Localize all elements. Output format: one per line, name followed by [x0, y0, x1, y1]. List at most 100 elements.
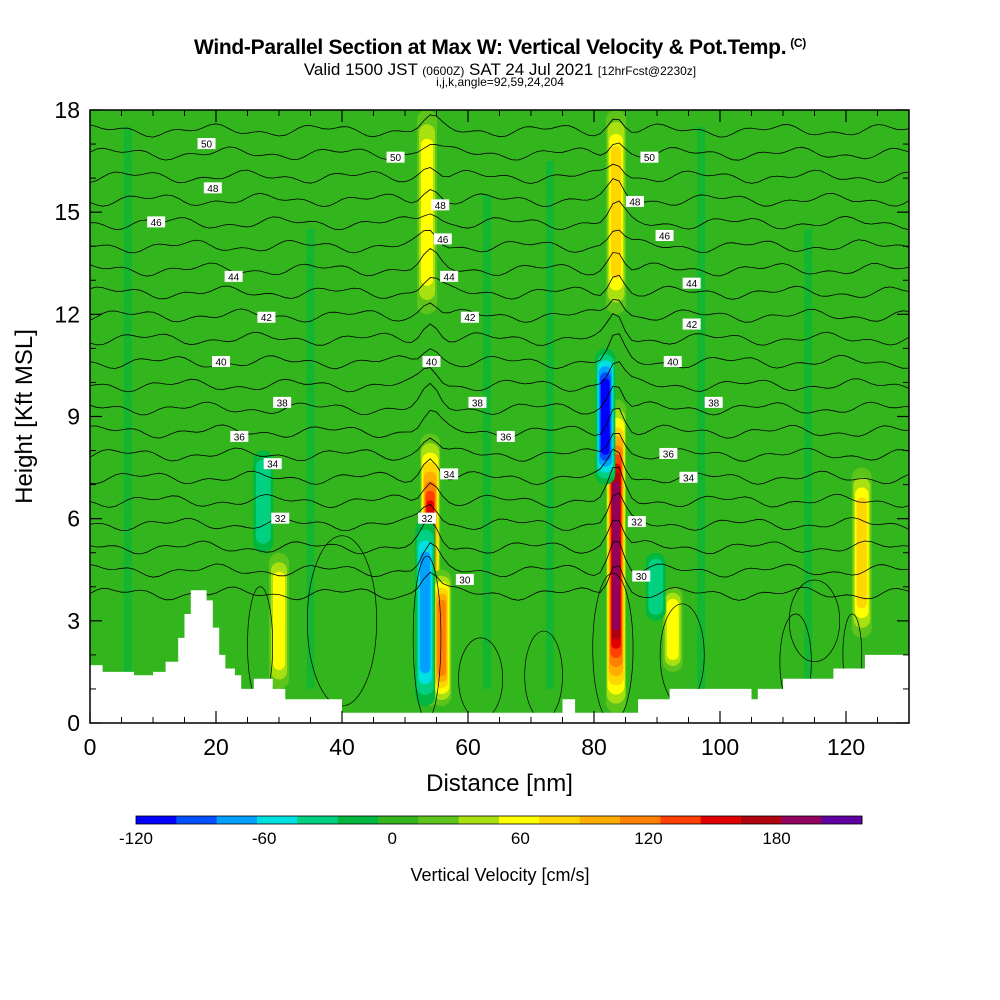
x-tick-label: 40	[329, 734, 355, 760]
field-streak	[527, 127, 535, 689]
field-streak	[722, 161, 731, 689]
y-tick-label: 15	[54, 199, 80, 225]
isentrope-line	[90, 361, 909, 393]
colorbar-tick-label: 0	[388, 829, 397, 848]
contour-label: 44	[686, 279, 698, 290]
y-axis-label: Height [Kft MSL]	[11, 329, 38, 504]
field-streak	[514, 229, 523, 689]
y-tick-label: 6	[67, 506, 80, 532]
contour-label: 38	[277, 398, 289, 409]
colorbar-segment	[297, 816, 339, 824]
contour-label: 36	[500, 432, 512, 443]
contour-label: 30	[459, 575, 471, 586]
contour-label: 40	[667, 358, 679, 369]
contour-label: 40	[215, 358, 227, 369]
contour-label: 46	[659, 232, 671, 243]
contour-label: 42	[464, 313, 476, 324]
isentrope-line	[90, 518, 909, 555]
field-streak	[123, 127, 132, 689]
colorbar-segment	[620, 816, 661, 824]
chart-grid-info: i,j,k,angle=92,59,24,204	[436, 75, 564, 89]
colorbar-tick-label: -120	[119, 829, 153, 848]
contour-label-box	[460, 311, 479, 323]
contour-label-box	[632, 570, 651, 582]
contour-label-box	[679, 471, 698, 483]
contour-label: 38	[472, 398, 484, 409]
isentrope-line	[90, 229, 909, 254]
y-tick-label: 18	[54, 97, 80, 123]
contour-label: 50	[644, 153, 656, 164]
colorbar-segment	[136, 816, 177, 824]
contour-label-box	[455, 573, 474, 585]
low-level-contour	[788, 579, 841, 663]
contour-label-box	[625, 195, 644, 207]
colorbar-segment	[458, 816, 500, 824]
y-tick-label: 12	[54, 301, 80, 327]
field-streak	[766, 195, 775, 689]
field-streak	[224, 195, 233, 689]
contour-label-box	[230, 430, 249, 442]
colorbar-frame	[135, 815, 863, 825]
contour-label-box	[682, 277, 701, 289]
contour-label: 32	[275, 514, 287, 525]
colorbar-segment	[700, 816, 742, 824]
colorbar-label: Vertical Velocity [cm/s]	[410, 865, 589, 885]
colorbar-segment	[499, 816, 540, 824]
velocity-core	[610, 145, 622, 279]
contour-label-box	[682, 318, 701, 330]
field-streak	[697, 127, 706, 689]
contour-label-box	[386, 151, 405, 163]
contour-label: 40	[426, 358, 438, 369]
contour-label: 34	[444, 470, 456, 481]
contour-label-box	[224, 270, 243, 282]
isentrope-line	[90, 114, 909, 138]
field-streak	[804, 229, 813, 689]
colorbar-segment	[539, 816, 581, 824]
isentrope-line	[90, 448, 909, 486]
velocity-core	[612, 481, 620, 631]
contour-label-box	[640, 151, 659, 163]
field-streak	[388, 161, 397, 689]
velocity-core	[437, 599, 446, 677]
isentrope-line	[90, 142, 909, 161]
contour-label: 32	[631, 518, 643, 529]
contour-label: 46	[437, 235, 449, 246]
field-streak	[363, 127, 372, 689]
contour-label: 50	[201, 140, 213, 151]
isentrope-line	[90, 312, 909, 346]
velocity-core	[648, 558, 664, 615]
isentrope-line	[90, 298, 909, 323]
contour-label-box	[212, 356, 231, 368]
isentrope-line	[90, 200, 909, 231]
contour-label: 46	[151, 218, 163, 229]
chart-title: Wind-Parallel Section at Max W: Vertical…	[194, 36, 806, 59]
contour-label-box	[273, 396, 292, 408]
x-tick-label: 60	[455, 734, 481, 760]
isentrope-line	[90, 432, 909, 462]
contour-label-box	[627, 516, 646, 528]
contour-label-box	[440, 270, 459, 282]
colorbar-segment	[821, 816, 863, 824]
contour-label-box	[422, 356, 441, 368]
contour-label: 30	[636, 572, 648, 583]
velocity-core	[666, 598, 679, 660]
isentrope-line	[90, 492, 909, 532]
field-streak	[482, 195, 491, 689]
contour-label: 42	[686, 320, 698, 331]
isentrope-line	[90, 178, 909, 208]
contour-label: 44	[444, 272, 456, 283]
field-streak	[571, 195, 580, 689]
colorbar-tick-label: 120	[634, 829, 662, 848]
contour-label: 38	[708, 398, 720, 409]
contour-label: 44	[228, 272, 240, 283]
contour-label: 48	[207, 184, 219, 195]
colorbar-segment	[579, 816, 621, 824]
velocity-core	[273, 571, 285, 670]
contour-label-box	[147, 216, 166, 228]
field-streak	[161, 161, 170, 689]
colorbar-segment	[378, 816, 419, 824]
y-tick-label: 3	[67, 608, 80, 634]
contour-label-box	[431, 199, 450, 211]
colorbar-tick-label: 60	[511, 829, 530, 848]
